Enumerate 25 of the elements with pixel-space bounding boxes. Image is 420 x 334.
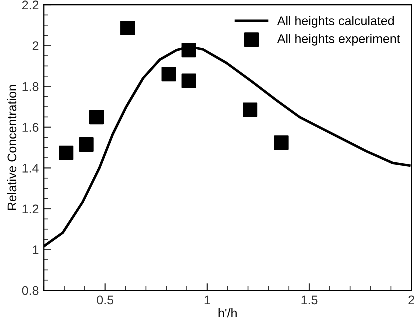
y-tick-label: 1 <box>33 246 39 254</box>
point <box>243 102 258 118</box>
x-tick-label: 1.5 <box>302 296 318 305</box>
x-axis-title: h'/h <box>218 308 237 318</box>
point <box>79 137 94 152</box>
legend-label: All heights calculated <box>277 16 394 28</box>
point <box>182 74 196 88</box>
point <box>120 20 136 36</box>
x-tick-label: 0.5 <box>97 296 114 305</box>
legend-label: All heights experiment <box>277 34 400 46</box>
y-tick-label: 1.4 <box>22 164 39 173</box>
y-tick-label: 2.2 <box>22 0 39 10</box>
y-tick-label: 1.6 <box>22 123 39 132</box>
x-tick-label: 1 <box>204 296 210 304</box>
point <box>182 43 196 58</box>
x-tick-label: 2 <box>408 296 414 304</box>
point <box>59 146 74 160</box>
y-tick-label: 1.2 <box>22 204 39 214</box>
y-tick-label: 2 <box>32 42 39 50</box>
y-axis-title: Relative Concentration <box>7 85 17 210</box>
point <box>89 110 104 125</box>
y-tick-label: 0.8 <box>22 286 39 296</box>
point <box>162 67 176 82</box>
y-tick-label: 1.8 <box>22 82 39 92</box>
point <box>274 136 289 150</box>
